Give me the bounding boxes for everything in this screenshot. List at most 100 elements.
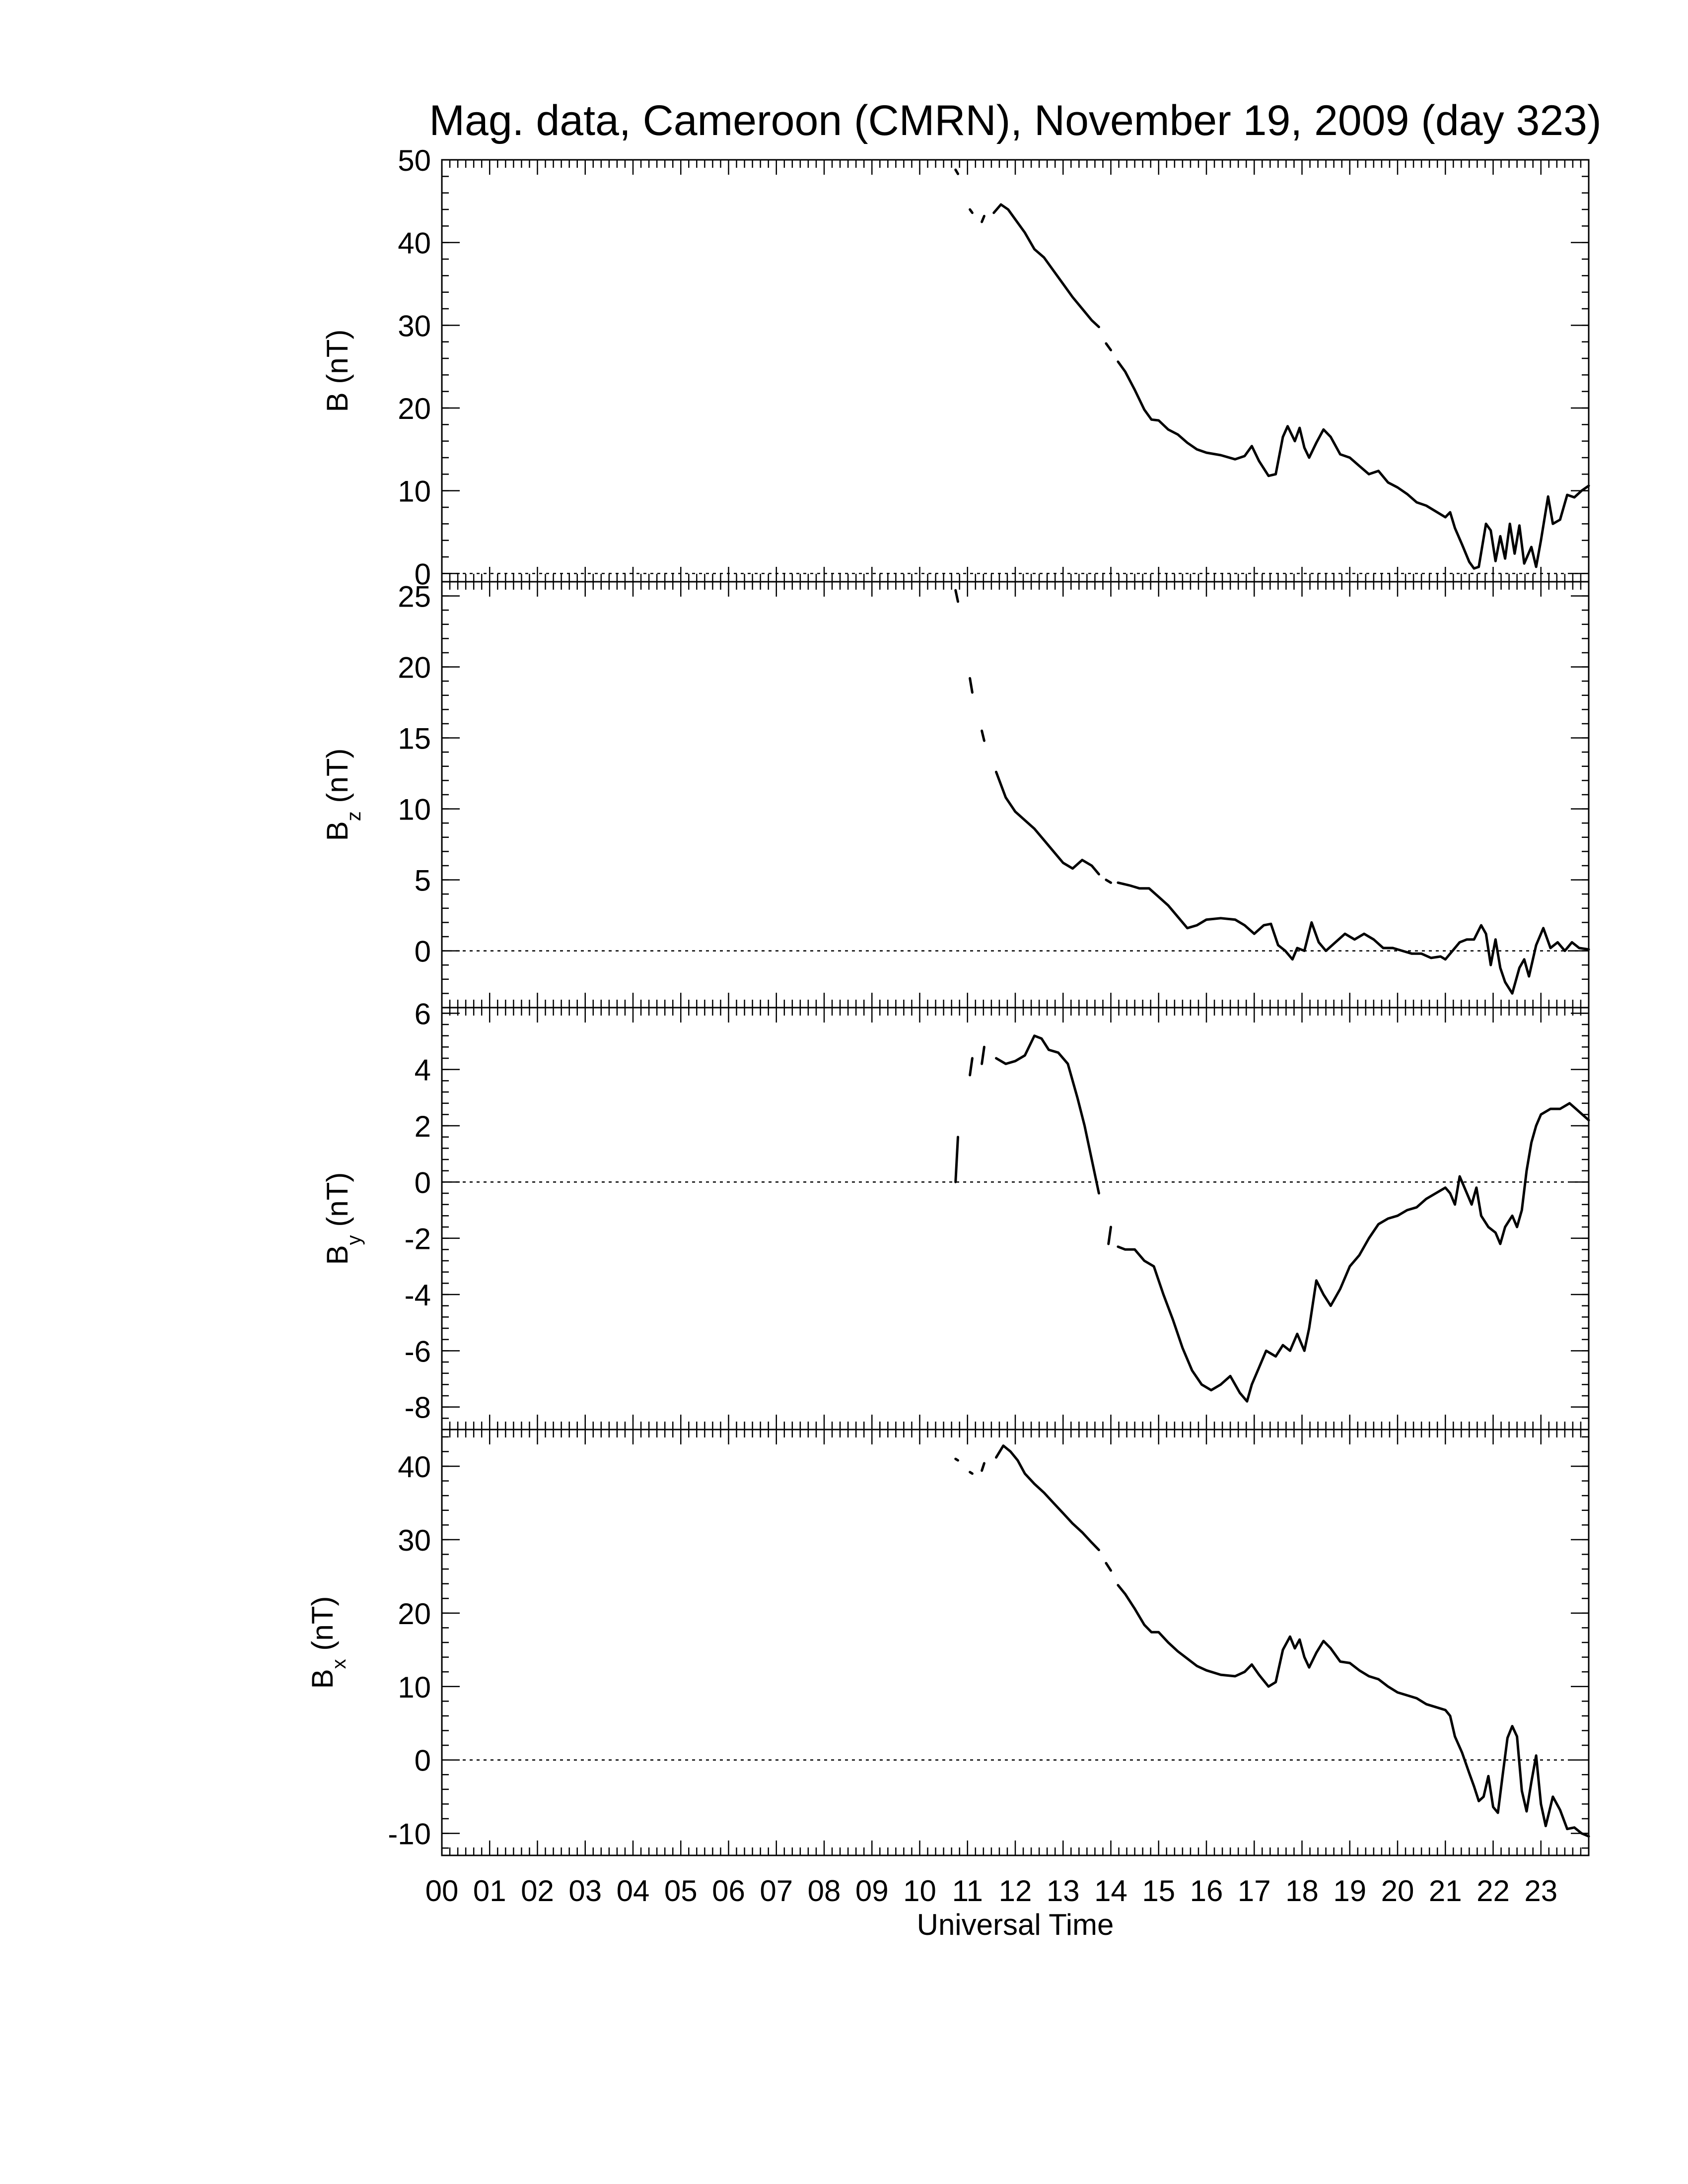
x-tick-label: 07 xyxy=(760,1874,793,1908)
series-B-segment xyxy=(1105,342,1112,351)
series-Bx-segment xyxy=(969,1471,974,1475)
y-axis-label-main: B xyxy=(321,392,354,412)
y-tick-label: 0 xyxy=(415,935,431,968)
y-axis-label: Bx (nT) xyxy=(306,1596,350,1689)
y-tick-label: 50 xyxy=(398,144,431,177)
panel-frame xyxy=(441,581,1590,1009)
series-Bz-segment xyxy=(995,770,1100,876)
y-tick-label: 20 xyxy=(398,651,431,684)
series-Bx-segment xyxy=(1105,1562,1112,1572)
y-axis-label-main: B xyxy=(321,821,354,841)
x-tick-label: 19 xyxy=(1333,1874,1366,1908)
panel-frame xyxy=(441,159,1590,583)
y-tick-label: 10 xyxy=(398,475,431,508)
y-axis-label-unit: (nT) xyxy=(321,749,354,812)
y-tick-label: -8 xyxy=(405,1391,431,1425)
y-tick-label: 30 xyxy=(398,1524,431,1557)
y-axis-label-unit: (nT) xyxy=(321,1172,354,1235)
series-B-segment xyxy=(981,214,985,223)
series-By-segment xyxy=(954,1136,959,1183)
x-tick-label: 23 xyxy=(1524,1874,1557,1908)
series-Bz-segment xyxy=(981,729,985,742)
series-By-segment xyxy=(995,1034,1100,1195)
x-tick-label: 17 xyxy=(1238,1874,1271,1908)
y-tick-label: 30 xyxy=(398,309,431,342)
x-tick-label: 05 xyxy=(664,1874,698,1908)
x-axis-label: Universal Time xyxy=(917,1908,1114,1941)
y-axis-label-main: B xyxy=(321,1245,354,1265)
y-tick-label: 20 xyxy=(398,1597,431,1631)
x-tick-label: 03 xyxy=(568,1874,602,1908)
x-tick-label: 20 xyxy=(1381,1874,1414,1908)
x-tick-label: 13 xyxy=(1047,1874,1080,1908)
x-tick-label: 21 xyxy=(1429,1874,1462,1908)
y-axis-label-unit: (nT) xyxy=(306,1596,339,1659)
panel-B: 0 10 20 30 40 50 B (nT) xyxy=(321,144,1590,591)
y-tick-label: 40 xyxy=(398,227,431,260)
y-tick-label: 15 xyxy=(398,722,431,755)
y-tick-label: 25 xyxy=(398,580,431,614)
y-axis-label: Bz (nT) xyxy=(321,749,365,841)
x-tick-label: 06 xyxy=(712,1874,745,1908)
series-By-segment xyxy=(981,1045,985,1065)
series-B-segment xyxy=(992,203,1100,329)
y-tick-label: 10 xyxy=(398,793,431,826)
x-tick-label: 04 xyxy=(617,1874,650,1908)
x-tick-label: 02 xyxy=(521,1874,554,1908)
y-tick-label: 4 xyxy=(415,1054,431,1087)
y-tick-label: 10 xyxy=(398,1671,431,1704)
x-tick-label: 01 xyxy=(473,1874,506,1908)
x-tick-label: 08 xyxy=(808,1874,841,1908)
y-tick-label: -4 xyxy=(405,1279,431,1312)
y-axis-label: By (nT) xyxy=(321,1172,365,1265)
x-tick-label: 00 xyxy=(425,1874,459,1908)
y-axis-label: B (nT) xyxy=(321,330,354,412)
y-axis-label-subscript: y xyxy=(343,1235,365,1245)
y-tick-label: 6 xyxy=(415,997,431,1030)
y-tick-label: 0 xyxy=(415,1744,431,1777)
series-By-segment xyxy=(1107,1226,1112,1245)
y-tick-label: 5 xyxy=(415,864,431,897)
series-Bx-segment xyxy=(995,1444,1100,1552)
series-Bz-segment xyxy=(1117,881,1590,995)
series-Bx-segment xyxy=(954,1457,959,1462)
series-By-segment xyxy=(969,1057,974,1077)
panel-frame xyxy=(441,1429,1590,1856)
x-tick-label: 16 xyxy=(1190,1874,1223,1908)
y-tick-label: 0 xyxy=(415,557,431,591)
x-tick-label: 18 xyxy=(1285,1874,1319,1908)
series-Bz-segment xyxy=(954,589,959,603)
series-Bz-segment xyxy=(1105,879,1112,884)
y-axis-label-subscript: z xyxy=(343,811,365,821)
panel-By: -8 -6 -4 -2 0 2 4 6 By (nT) xyxy=(321,997,1590,1431)
y-axis-label-main: B xyxy=(306,1669,339,1689)
x-tick-label: 11 xyxy=(952,1874,983,1908)
panel-Bx: -10 0 10 20 30 40 Bx (nT) xyxy=(306,1429,1590,1856)
y-tick-label: 20 xyxy=(398,392,431,425)
series-Bz-segment xyxy=(969,677,974,694)
x-tick-label: 14 xyxy=(1094,1874,1127,1908)
x-axis: 00 01 02 03 04 05 06 07 08 09 10 11 12 13 14 15 16 17 18 19… xyxy=(425,1874,1558,1908)
panel-Bz: 0 5 10 15 20 25 Bz (nT) xyxy=(321,580,1590,1009)
y-tick-label: 2 xyxy=(415,1110,431,1143)
x-tick-label: 12 xyxy=(999,1874,1032,1908)
y-tick-label: -10 xyxy=(388,1818,431,1851)
y-tick-label: 0 xyxy=(415,1166,431,1199)
x-tick-label: 22 xyxy=(1477,1874,1510,1908)
series-Bx-segment xyxy=(981,1462,985,1472)
series-B-segment xyxy=(954,168,959,175)
y-axis-label-subscript: x xyxy=(328,1659,350,1669)
y-tick-label: 40 xyxy=(398,1450,431,1484)
x-tick-label: 10 xyxy=(903,1874,936,1908)
series-B-segment xyxy=(969,208,974,214)
series-By-segment xyxy=(1117,1102,1590,1403)
y-tick-label: -2 xyxy=(405,1223,431,1256)
x-tick-label: 09 xyxy=(855,1874,889,1908)
y-axis-label-unit: (nT) xyxy=(321,330,354,393)
series-B-segment xyxy=(1117,360,1590,570)
x-tick-label: 15 xyxy=(1142,1874,1175,1908)
series-Bx-segment xyxy=(1117,1584,1590,1838)
panel-frame xyxy=(441,1007,1590,1431)
